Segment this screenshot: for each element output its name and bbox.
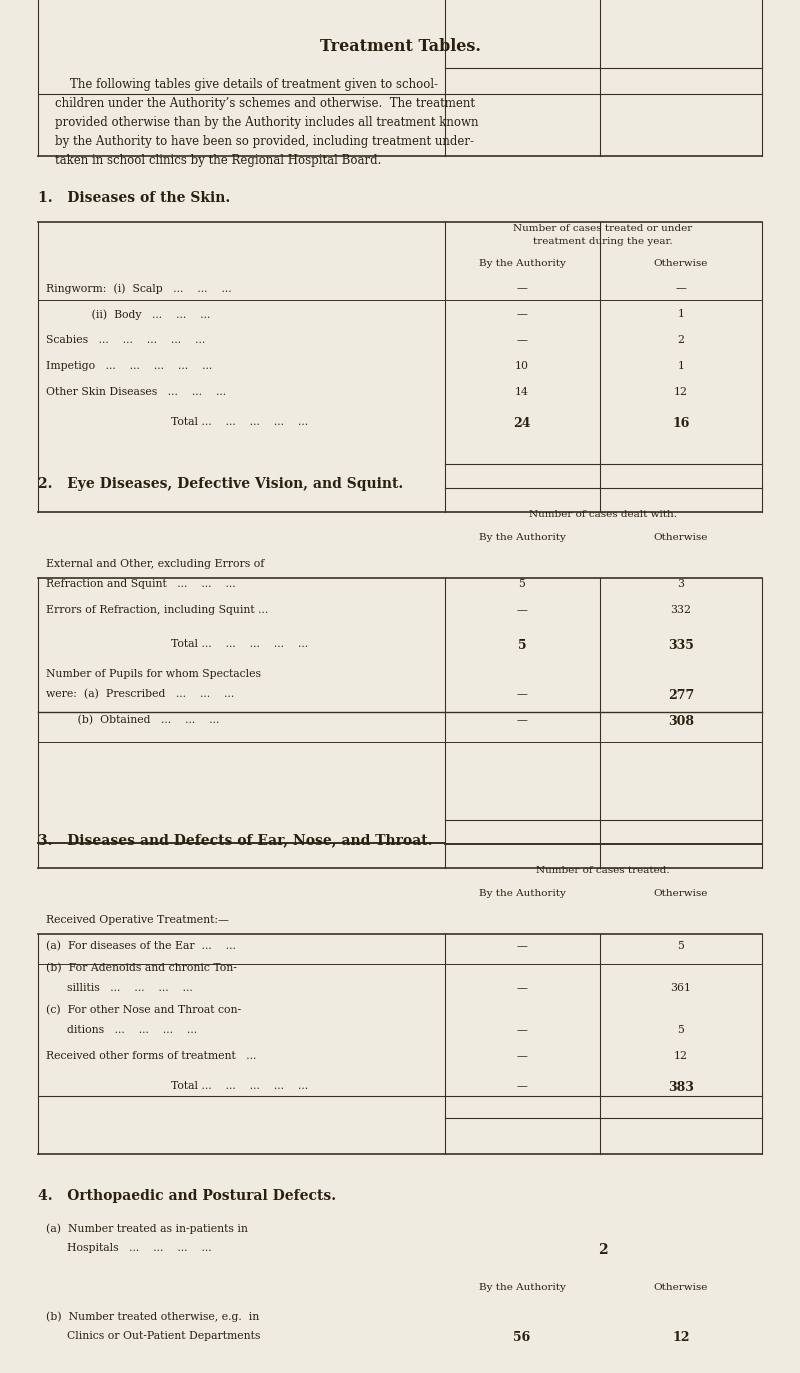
Text: 4.   Orthopaedic and Postural Defects.: 4. Orthopaedic and Postural Defects. (38, 1189, 336, 1203)
Text: Total ...    ...    ...    ...    ...: Total ... ... ... ... ... (171, 417, 309, 427)
Text: Impetigo   ...    ...    ...    ...    ...: Impetigo ... ... ... ... ... (46, 361, 212, 371)
Text: 12: 12 (672, 1330, 690, 1344)
Text: (c)  For other Nose and Throat con-: (c) For other Nose and Throat con- (46, 1005, 241, 1015)
Text: 3.   Diseases and Defects of Ear, Nose, and Throat.: 3. Diseases and Defects of Ear, Nose, an… (38, 833, 433, 847)
Text: (a)  For diseases of the Ear  ...    ...: (a) For diseases of the Ear ... ... (46, 941, 236, 951)
Text: were:  (a)  Prescribed   ...    ...    ...: were: (a) Prescribed ... ... ... (46, 689, 234, 699)
Text: —: — (517, 1026, 527, 1035)
Text: 2: 2 (598, 1243, 608, 1258)
Text: Otherwise: Otherwise (654, 533, 708, 542)
Text: By the Authority: By the Authority (478, 1282, 566, 1292)
Text: External and Other, excluding Errors of: External and Other, excluding Errors of (46, 559, 264, 568)
Text: Clinics or Out-Patient Departments: Clinics or Out-Patient Departments (46, 1330, 260, 1341)
Text: —: — (675, 283, 686, 292)
Text: Errors of Refraction, including Squint ...: Errors of Refraction, including Squint .… (46, 605, 268, 615)
Text: 1: 1 (678, 361, 685, 371)
Text: Number of Pupils for whom Spectacles: Number of Pupils for whom Spectacles (46, 669, 261, 680)
Text: —: — (517, 715, 527, 725)
Text: —: — (517, 941, 527, 951)
Text: —: — (517, 689, 527, 699)
Text: 5: 5 (518, 579, 526, 589)
Text: By the Authority: By the Authority (478, 259, 566, 268)
Text: Otherwise: Otherwise (654, 259, 708, 268)
Text: ditions   ...    ...    ...    ...: ditions ... ... ... ... (46, 1026, 197, 1035)
Text: By the Authority: By the Authority (478, 888, 566, 898)
Text: 1: 1 (678, 309, 685, 319)
Text: Received other forms of treatment   ...: Received other forms of treatment ... (46, 1050, 256, 1061)
Text: —: — (517, 309, 527, 319)
Text: By the Authority: By the Authority (478, 533, 566, 542)
Text: —: — (517, 983, 527, 993)
Text: —: — (517, 283, 527, 292)
Text: 24: 24 (514, 417, 530, 430)
Text: 335: 335 (668, 638, 694, 652)
Text: 5: 5 (678, 1026, 685, 1035)
Text: Treatment Tables.: Treatment Tables. (319, 38, 481, 55)
Text: —: — (517, 605, 527, 615)
Text: by the Authority to have been so provided, including treatment under-: by the Authority to have been so provide… (55, 135, 474, 148)
Text: 332: 332 (670, 605, 691, 615)
Text: 308: 308 (668, 715, 694, 728)
Text: 56: 56 (514, 1330, 530, 1344)
Text: 10: 10 (515, 361, 529, 371)
Text: —: — (517, 1050, 527, 1061)
Text: Number of cases treated or under: Number of cases treated or under (514, 224, 693, 233)
Text: The following tables give details of treatment given to school-: The following tables give details of tre… (55, 78, 438, 91)
Text: —: — (517, 335, 527, 345)
Text: 12: 12 (674, 387, 688, 397)
Text: (b)  For Adenoids and chronic Ton-: (b) For Adenoids and chronic Ton- (46, 962, 237, 973)
Text: (ii)  Body   ...    ...    ...: (ii) Body ... ... ... (46, 309, 210, 320)
Text: Scabies   ...    ...    ...    ...    ...: Scabies ... ... ... ... ... (46, 335, 206, 345)
Text: Ringworm:  (i)  Scalp   ...    ...    ...: Ringworm: (i) Scalp ... ... ... (46, 283, 232, 294)
Text: 3: 3 (678, 579, 685, 589)
Text: 1.   Diseases of the Skin.: 1. Diseases of the Skin. (38, 191, 230, 205)
Text: (b)  Number treated otherwise, e.g.  in: (b) Number treated otherwise, e.g. in (46, 1311, 259, 1322)
Text: 12: 12 (674, 1050, 688, 1061)
Text: 5: 5 (518, 638, 526, 652)
Text: 16: 16 (672, 417, 690, 430)
Text: Total ...    ...    ...    ...    ...: Total ... ... ... ... ... (171, 1081, 309, 1092)
Text: Hospitals   ...    ...    ...    ...: Hospitals ... ... ... ... (46, 1243, 212, 1254)
Text: 383: 383 (668, 1081, 694, 1094)
Text: (b)  Obtained   ...    ...    ...: (b) Obtained ... ... ... (46, 715, 219, 725)
Text: Number of cases dealt with.: Number of cases dealt with. (529, 509, 677, 519)
Text: Number of cases treated.: Number of cases treated. (536, 866, 670, 875)
Text: Total ...    ...    ...    ...    ...: Total ... ... ... ... ... (171, 638, 309, 649)
Text: sillitis   ...    ...    ...    ...: sillitis ... ... ... ... (46, 983, 193, 993)
Text: Otherwise: Otherwise (654, 1282, 708, 1292)
Text: provided otherwise than by the Authority includes all treatment known: provided otherwise than by the Authority… (55, 115, 478, 129)
Text: 5: 5 (678, 941, 685, 951)
Text: children under the Authority’s schemes and otherwise.  The treatment: children under the Authority’s schemes a… (55, 97, 475, 110)
Text: taken in school clinics by the Regional Hospital Board.: taken in school clinics by the Regional … (55, 154, 382, 168)
Text: (a)  Number treated as in-patients in: (a) Number treated as in-patients in (46, 1223, 248, 1233)
Text: 361: 361 (670, 983, 691, 993)
Text: 2: 2 (678, 335, 685, 345)
Text: treatment during the year.: treatment during the year. (533, 238, 673, 246)
Text: —: — (517, 1081, 527, 1092)
Text: Refraction and Squint   ...    ...    ...: Refraction and Squint ... ... ... (46, 579, 236, 589)
Text: 14: 14 (515, 387, 529, 397)
Text: 277: 277 (668, 689, 694, 702)
Text: Otherwise: Otherwise (654, 888, 708, 898)
Text: Other Skin Diseases   ...    ...    ...: Other Skin Diseases ... ... ... (46, 387, 226, 397)
Text: Received Operative Treatment:—: Received Operative Treatment:— (46, 914, 229, 925)
Text: 2.   Eye Diseases, Defective Vision, and Squint.: 2. Eye Diseases, Defective Vision, and S… (38, 476, 403, 492)
